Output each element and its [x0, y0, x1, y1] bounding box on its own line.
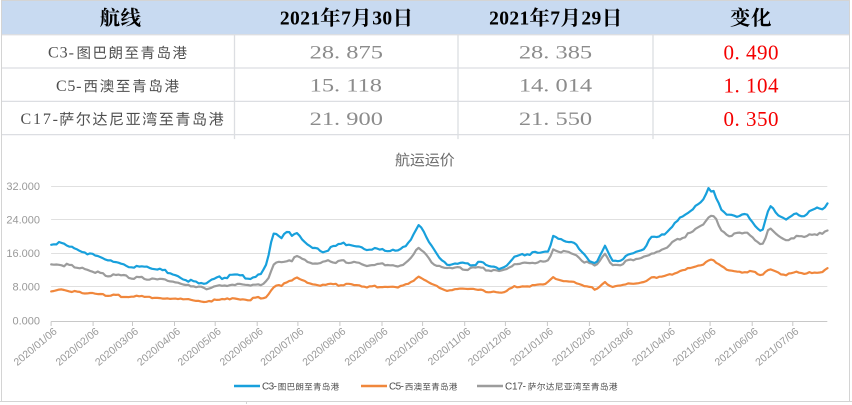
- svg-text:C17-: C17-: [505, 382, 526, 393]
- svg-text:C17-: C17-: [21, 111, 59, 128]
- svg-text:1. 104: 1. 104: [724, 74, 780, 98]
- svg-text:28. 875: 28. 875: [310, 42, 383, 63]
- svg-text:C5-: C5-: [56, 78, 82, 95]
- svg-text:7: 7: [341, 9, 351, 30]
- svg-text:C3-: C3-: [48, 45, 74, 62]
- svg-text:29: 29: [581, 9, 601, 30]
- svg-text:7: 7: [550, 9, 560, 30]
- svg-text:2021: 2021: [489, 9, 530, 30]
- svg-text:21. 900: 21. 900: [310, 109, 383, 130]
- svg-text:14. 014: 14. 014: [519, 75, 592, 96]
- svg-text:0. 350: 0. 350: [724, 107, 780, 131]
- svg-text:2021: 2021: [280, 9, 321, 30]
- svg-text:C5-: C5-: [389, 382, 404, 393]
- svg-text:16.000: 16.000: [6, 248, 40, 260]
- svg-text:30: 30: [372, 9, 392, 30]
- svg-text:15. 118: 15. 118: [310, 75, 383, 96]
- svg-text:32.000: 32.000: [6, 181, 40, 193]
- svg-text:28. 385: 28. 385: [519, 42, 592, 63]
- svg-text:24.000: 24.000: [6, 215, 40, 227]
- svg-text:0.000: 0.000: [12, 315, 40, 327]
- svg-text:8.000: 8.000: [12, 282, 40, 294]
- svg-text:C3-: C3-: [262, 382, 277, 393]
- svg-text:21. 550: 21. 550: [519, 109, 592, 130]
- svg-text:0. 490: 0. 490: [724, 40, 780, 64]
